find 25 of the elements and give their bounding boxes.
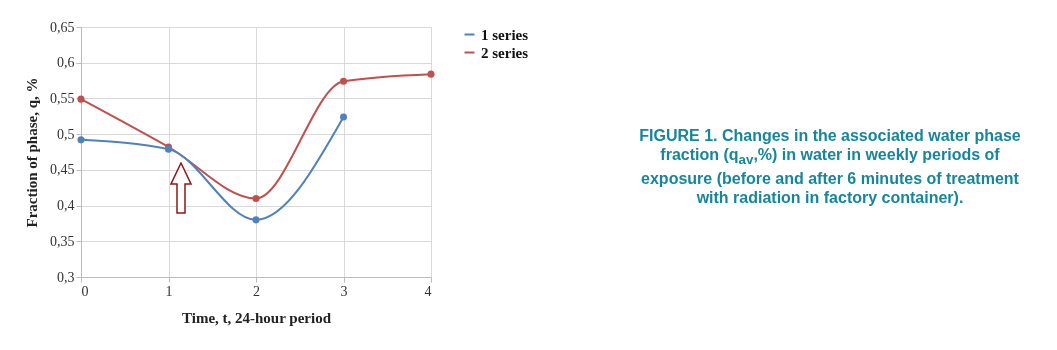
y-tick-label: 0,35 <box>50 233 75 249</box>
x-tick-label: 3 <box>340 283 348 299</box>
point <box>77 95 85 103</box>
x-tick-label: 4 <box>424 283 432 299</box>
x-tick-label: 1 <box>165 283 173 299</box>
x-tick-label: 0 <box>81 283 89 299</box>
point <box>77 136 85 144</box>
caption: FIGURE 1. Changes in the associated water phase fraction (q$_{av}$,%) in water in weekly periods of exposure (before and after 6 minutes of treatment with radiation in factory container). <box>638 126 1022 208</box>
point <box>339 77 348 85</box>
y-tick-label: 0,6 <box>57 55 75 71</box>
y-tick-label: 0,5 <box>57 126 75 142</box>
legend-label: 2 series <box>481 44 529 61</box>
y-tick-label: 0,3 <box>57 269 75 285</box>
point <box>252 194 260 202</box>
point <box>427 70 435 78</box>
y-tick-label: 0,55 <box>50 90 75 106</box>
y-tick-label: 0,4 <box>57 198 75 214</box>
point <box>252 216 260 224</box>
y-axis-title: Fraction of phase, q, % <box>24 77 40 228</box>
y-tick-label: 0,45 <box>50 162 75 178</box>
point <box>339 113 348 121</box>
x-tick-label: 2 <box>253 283 260 299</box>
y-tick-label: 0,65 <box>50 19 75 35</box>
legend-label: 1 series <box>481 26 529 43</box>
x-axis-title: Time, t, 24-hour period <box>181 309 332 326</box>
